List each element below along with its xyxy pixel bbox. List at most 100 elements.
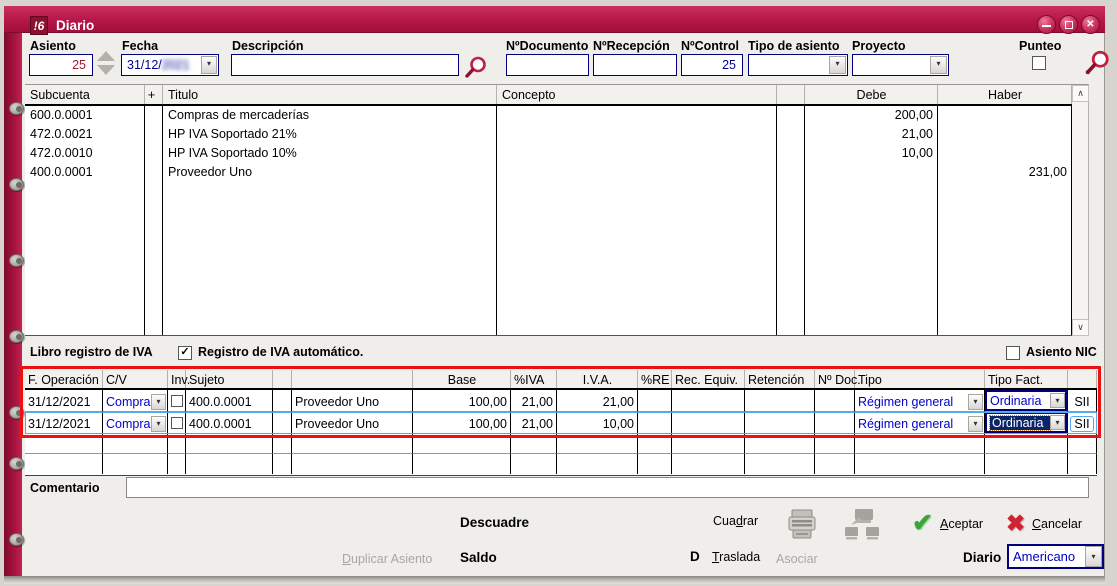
descuadre-label: Descuadre [460,515,530,530]
tipo-asiento-label: Tipo de asiento [748,39,840,53]
label-rest: rar [742,514,759,528]
chevron-down-icon: ▾ [156,397,161,406]
journal-row[interactable]: 600.0.0001 Compras de mercaderías 200,00 [25,106,1072,125]
iva-cell-sii: SII [1068,390,1097,412]
inv-checkbox[interactable] [170,394,183,407]
iva-row-empty[interactable] [25,454,1097,474]
scroll-up-icon[interactable]: ∧ [1072,85,1089,102]
journal-row[interactable]: 472.0.0021 HP IVA Soportado 21% 21,00 [25,125,1072,144]
col-header-concepto[interactable]: Concepto [497,85,777,104]
iva-col-re[interactable]: %RE [638,370,672,388]
cv-dropdown-button[interactable]: ▾ [151,394,166,410]
iva-cell-fecha: 31/12/2021 [25,390,103,412]
tipo-fact-combo[interactable]: Ordinaria ▾ [985,390,1067,411]
iva-col-inv[interactable]: Inv. [168,370,190,388]
minimize-icon [1042,25,1051,27]
iva-col-retencion[interactable]: Retención [745,370,815,388]
tipo-asiento-select[interactable]: ▾ [748,54,848,76]
cell-titulo: Compras de mercaderías [163,106,497,125]
tipo-dropdown-button[interactable]: ▾ [968,394,983,410]
iva-cell-ndoc [815,412,855,434]
spinner-up-icon[interactable] [97,51,115,61]
maximize-button[interactable] [1059,15,1078,34]
col-header-titulo[interactable]: Titulo [163,85,497,104]
printer-icon[interactable] [787,509,817,541]
iva-col-iva[interactable]: I.V.A. [557,370,638,388]
iva-cell-nombre: Proveedor Uno [292,412,413,434]
cv-dropdown-button[interactable]: ▾ [151,416,166,432]
title-bar[interactable]: !6 Diario ✕ [4,6,1105,35]
comentario-label: Comentario [30,481,100,495]
close-button[interactable]: ✕ [1081,15,1100,34]
vertical-scrollbar[interactable]: ∧ ∨ [1072,84,1089,336]
diario-dropdown-button[interactable]: ▾ [1085,546,1102,567]
cell-haber [938,125,1072,144]
spinner-down-icon[interactable] [97,65,115,75]
cuadrar-button[interactable]: Cuadrar [713,514,758,528]
punteo-checkbox[interactable] [1032,56,1046,70]
tipo-fact-dropdown-button[interactable]: ▾ [1050,415,1065,430]
tipo-asiento-dropdown-button[interactable]: ▾ [829,56,846,74]
iva-col-cv[interactable]: C/V [103,370,168,388]
iva-col-tipo[interactable]: Tipo [855,370,985,388]
inv-checkbox[interactable] [170,416,183,429]
cell-titulo: HP IVA Soportado 21% [163,125,497,144]
ncontrol-input[interactable]: 25 [681,54,743,76]
journal-row[interactable]: 400.0.0001 Proveedor Uno 231,00 [25,163,1072,182]
ndocumento-input[interactable] [506,54,589,76]
journal-grid-empty-area[interactable] [25,182,1072,335]
binder-ring [9,533,24,546]
iva-row[interactable]: 31/12/2021 Compra ▾ 400.0.0001 Proveedor… [25,390,1097,412]
diario-select[interactable]: Americano ▾ [1007,544,1104,569]
asiento-input[interactable]: 25 [29,54,93,76]
iva-cell-cv: Compra ▾ [103,390,168,412]
iva-col-f-operacion[interactable]: F. Operación [25,370,103,388]
traslada-button[interactable]: Traslada [712,550,760,564]
iva-col-sujeto[interactable]: Sujeto [186,370,273,388]
nrecepcion-input[interactable] [593,54,677,76]
col-header-subcuenta[interactable]: Subcuenta [25,85,145,104]
scroll-down-icon[interactable]: ∨ [1072,319,1089,336]
cell-debe: 200,00 [805,106,938,125]
col-header-plus[interactable]: + [145,85,163,104]
duplicar-asiento-button[interactable]: Duplicar Asiento [342,552,432,566]
cancel-x-icon[interactable]: ✖ [1006,510,1026,536]
iva-col-piva[interactable]: %IVA [511,370,557,388]
iva-row-empty[interactable] [25,434,1097,454]
minimize-button[interactable] [1037,15,1056,34]
journal-row[interactable]: 472.0.0010 HP IVA Soportado 10% 10,00 [25,144,1072,163]
chevron-down-icon: ▾ [936,59,941,68]
col-header-haber[interactable]: Haber [938,85,1072,104]
diario-label: Diario [963,550,1002,565]
registro-iva-auto-label: Registro de IVA automático. [198,345,364,359]
tipo-value: Régimen general [858,417,954,431]
tipo-fact-combo-focused[interactable]: Ordinaria ▾ [985,412,1067,433]
iva-col-tipo-fact[interactable]: Tipo Fact. [985,370,1068,388]
aceptar-button[interactable]: Aceptar [940,517,983,531]
fecha-dropdown-button[interactable]: ▾ [201,56,217,74]
asociar-button[interactable]: Asociar [776,552,818,566]
iva-col-base[interactable]: Base [413,370,511,388]
asiento-nic-checkbox[interactable] [1006,346,1020,360]
col-header-debe[interactable]: Debe [805,85,938,104]
search-icon[interactable] [1083,49,1111,77]
proyecto-select[interactable]: ▾ [852,54,949,76]
comentario-input[interactable] [126,477,1089,498]
registro-iva-auto-checkbox[interactable]: ✓ [178,346,192,360]
search-icon[interactable] [463,55,489,81]
binder-ring [9,102,24,115]
accept-check-icon[interactable]: ✔ [912,509,933,537]
libro-iva-label: Libro registro de IVA [30,345,153,359]
iva-col-ndoc[interactable]: Nº Doc. [815,370,861,388]
fecha-input[interactable]: 31/12/2021 ▾ [121,54,219,76]
tipo-fact-dropdown-button[interactable]: ▾ [1050,393,1065,408]
cell-plus [145,163,163,182]
iva-col-rec-equiv[interactable]: Rec. Equiv. [672,370,745,388]
cancelar-button[interactable]: Cancelar [1032,517,1082,531]
descripcion-input[interactable] [231,54,459,76]
tipo-dropdown-button[interactable]: ▾ [968,416,983,432]
proyecto-dropdown-button[interactable]: ▾ [930,56,947,74]
iva-cell-tipo: Régimen general ▾ [855,412,985,434]
iva-row-selected[interactable]: 31/12/2021 Compra ▾ 400.0.0001 Proveedor… [25,412,1097,434]
transfer-machines-icon [845,509,879,540]
